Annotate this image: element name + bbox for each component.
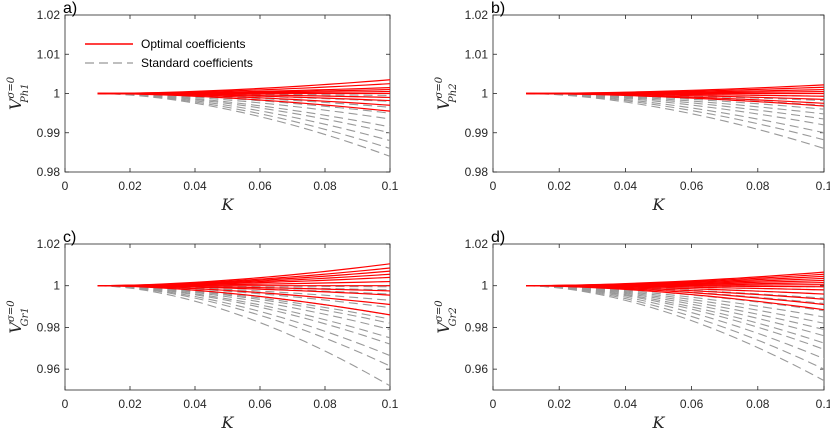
y-tick-label: 1.02 — [465, 8, 489, 22]
x-axis-label: K — [652, 195, 666, 214]
y-label-base: V — [434, 321, 453, 334]
series-lines — [97, 79, 390, 157]
optimal-series-line — [97, 285, 390, 316]
x-tick-label: 0 — [490, 179, 497, 193]
plot-frame — [492, 243, 825, 391]
y-tick-label: 1.02 — [465, 237, 489, 251]
panel-label: d) — [491, 229, 505, 246]
x-tick-label: 0.04 — [183, 397, 207, 411]
y-tick-label: 0.99 — [465, 126, 489, 140]
panel-label: b) — [491, 0, 505, 17]
series-lines — [526, 84, 824, 149]
y-label-subscript: Gr1 — [20, 307, 31, 326]
legend-optimal-label: Optimal coefficients — [141, 37, 246, 51]
y-tick-label: 0.98 — [37, 320, 61, 334]
x-tick-label: 0.1 — [816, 397, 830, 411]
y-label-subscript: Gr2 — [448, 307, 459, 326]
x-tick-label: 0.02 — [548, 179, 572, 193]
y-label-superscript: σ=0 — [434, 300, 445, 322]
x-tick-label: 0.04 — [183, 179, 207, 193]
x-tick-label: 0.02 — [118, 397, 142, 411]
chart-panel-1: 0 0.02 0.04 0.06 0.08 0.1 0.98 0.99 1 1.01 1.02 a) K… — [6, 0, 399, 214]
y-tick-label: 0.98 — [465, 320, 489, 334]
standard-series-line — [97, 285, 390, 387]
y-label-subscript: Ph2 — [448, 83, 459, 104]
x-axis-label: K — [652, 413, 666, 432]
standard-series-line — [526, 92, 824, 149]
series-lines — [526, 271, 824, 382]
y-tick-label: 1.02 — [37, 8, 61, 22]
panel-label: a) — [63, 0, 77, 17]
legend: Optimal coefficients Standard coefficient… — [85, 37, 253, 70]
y-tick-label: 1.01 — [37, 47, 61, 61]
y-tick-label: 0.98 — [465, 165, 489, 179]
y-tick-label: 0.96 — [37, 362, 61, 376]
chart-panel-4: 0 0.02 0.04 0.06 0.08 0.1 0.96 0.98 1 1.02 d) K Vσ=0… — [434, 229, 830, 432]
y-axis-label: Vσ=0 Gr1 — [6, 300, 31, 334]
panel-label: c) — [63, 229, 76, 246]
x-tick-label: 0.06 — [248, 179, 272, 193]
x-tick-label: 0 — [62, 179, 69, 193]
y-tick-label: 0.99 — [37, 126, 61, 140]
chart-panel-2: 0 0.02 0.04 0.06 0.08 0.1 0.98 0.99 1 1.01 1.02 b) K… — [434, 0, 830, 214]
x-tick-label: 0.08 — [313, 397, 337, 411]
x-tick-label: 0.1 — [382, 397, 399, 411]
y-label-superscript: σ=0 — [434, 76, 445, 98]
x-tick-label: 0.06 — [248, 397, 272, 411]
x-tick-label: 0.02 — [118, 179, 142, 193]
y-axis-label: Vσ=0 Ph1 — [6, 76, 31, 110]
x-axis-label: K — [221, 413, 235, 432]
y-label-superscript: σ=0 — [6, 76, 17, 98]
y-tick-label: 1.01 — [465, 47, 489, 61]
x-tick-label: 0.02 — [548, 397, 572, 411]
x-tick-label: 0.1 — [382, 179, 399, 193]
x-tick-label: 0 — [490, 397, 497, 411]
x-tick-label: 0.08 — [313, 179, 337, 193]
optimal-series-line — [526, 92, 824, 107]
series-lines — [97, 263, 390, 387]
x-tick-label: 0.1 — [816, 179, 830, 193]
y-label-base: V — [6, 97, 25, 110]
x-tick-label: 0.04 — [614, 397, 638, 411]
x-tick-label: 0 — [62, 397, 69, 411]
y-tick-label: 1.02 — [37, 237, 61, 251]
standard-series-line — [526, 285, 824, 382]
y-tick-label: 1 — [53, 87, 60, 101]
optimal-series-line — [97, 92, 390, 112]
y-tick-label: 0.98 — [37, 165, 61, 179]
x-tick-label: 0.06 — [680, 397, 704, 411]
y-label-base: V — [6, 321, 25, 334]
x-tick-label: 0.08 — [746, 179, 770, 193]
x-tick-label: 0.04 — [614, 179, 638, 193]
x-axis-label: K — [221, 195, 235, 214]
plot-frame — [64, 243, 391, 391]
x-tick-label: 0.08 — [746, 397, 770, 411]
standard-series-line — [97, 285, 390, 367]
y-tick-label: 1 — [481, 279, 488, 293]
y-tick-label: 0.96 — [465, 362, 489, 376]
standard-series-line — [97, 92, 390, 157]
optimal-series-line — [526, 285, 824, 311]
y-tick-label: 1 — [53, 279, 60, 293]
y-axis-label: Vσ=0 Ph2 — [434, 76, 459, 110]
x-tick-label: 0.06 — [680, 179, 704, 193]
legend-standard-label: Standard coefficients — [141, 56, 253, 70]
y-tick-label: 1 — [481, 87, 488, 101]
y-label-superscript: σ=0 — [6, 300, 17, 322]
y-axis-label: Vσ=0 Gr2 — [434, 300, 459, 334]
chart-panel-3: 0 0.02 0.04 0.06 0.08 0.1 0.96 0.98 1 1.02 c) K Vσ=0… — [6, 229, 399, 432]
y-label-subscript: Ph1 — [20, 83, 31, 104]
y-label-base: V — [434, 97, 453, 110]
